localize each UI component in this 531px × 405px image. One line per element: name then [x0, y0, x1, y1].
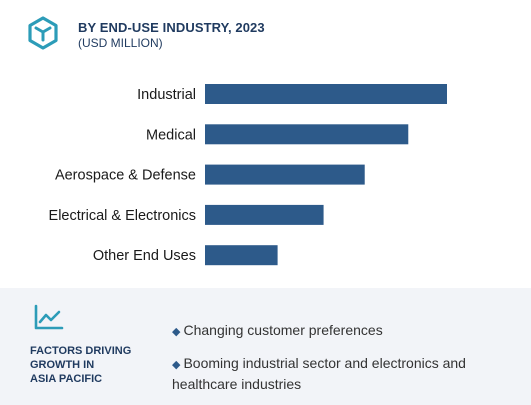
chart-title: BY END-USE INDUSTRY, 2023 [78, 20, 265, 35]
factor-text: Changing customer preferences [183, 322, 383, 338]
category-label: Industrial [137, 87, 196, 103]
category-label: Electrical & Electronics [49, 208, 196, 224]
bar [205, 124, 409, 145]
factors-title-line: FACTORS DRIVING [30, 345, 132, 357]
category-label: Aerospace & Defense [55, 168, 196, 184]
factor-item: ◆ Changing customer preferences [172, 321, 522, 342]
factors-title-line: ASIA PACIFIC [30, 373, 103, 385]
chart-card: BY END-USE INDUSTRY, 2023 (USD MILLION) … [8, 4, 520, 286]
bar [205, 245, 278, 266]
bar-chart: Industrial Medical Aerospace & Defense Elec… [49, 84, 447, 266]
factor-text: Booming industrial sector and electronic… [172, 355, 466, 392]
factors-panel: FACTORS DRIVING GROWTH IN ASIA PACIFIC ◆… [0, 288, 531, 405]
category-label: Medical [146, 127, 196, 143]
chart-subtitle: (USD MILLION) [78, 36, 163, 50]
bar [205, 84, 447, 104]
category-label: Other End Uses [93, 248, 196, 264]
factors-title: FACTORS DRIVING GROWTH IN ASIA PACIFIC [30, 344, 170, 386]
diamond-bullet-icon: ◆ [172, 359, 181, 371]
bar [205, 164, 365, 185]
trend-line-icon [34, 304, 64, 330]
factor-item: ◆ Booming industrial sector and electroni… [172, 354, 522, 394]
diamond-bullet-icon: ◆ [172, 326, 181, 338]
cube-hexagon-icon [28, 16, 58, 50]
factors-title-line: GROWTH IN [30, 359, 95, 371]
bar [205, 204, 324, 225]
